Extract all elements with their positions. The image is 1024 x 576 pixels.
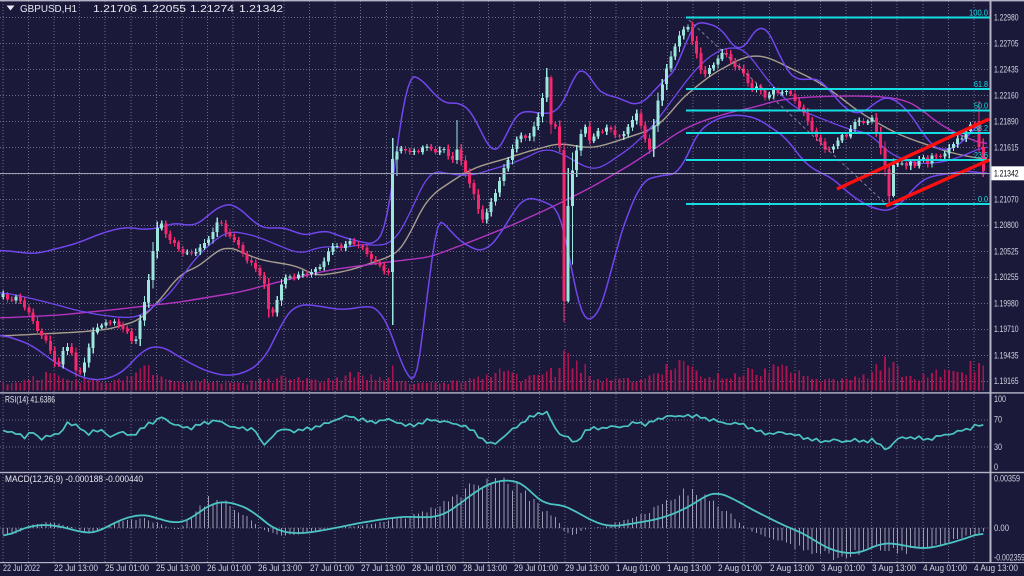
svg-text:3 Aug 13:00: 3 Aug 13:00 [872,563,916,573]
svg-text:0.0: 0.0 [978,194,988,204]
svg-text:61.8: 61.8 [974,79,988,89]
svg-text:0: 0 [994,462,998,472]
svg-text:1.19980: 1.19980 [994,298,1019,308]
svg-text:1.20525: 1.20525 [994,246,1019,256]
svg-text:30: 30 [994,442,1002,452]
svg-text:100.0: 100.0 [969,8,988,18]
svg-text:26 Jul 13:00: 26 Jul 13:00 [258,563,302,573]
svg-text:1.22980: 1.22980 [994,12,1019,22]
svg-text:27 Jul 13:00: 27 Jul 13:00 [361,563,405,573]
svg-text:2 Aug 13:00: 2 Aug 13:00 [770,563,814,573]
svg-text:1.22160: 1.22160 [994,91,1019,101]
svg-text:MACD(12,26,9) -0.000188 -0.000: MACD(12,26,9) -0.000188 -0.000440 [5,474,143,485]
svg-text:100: 100 [994,394,1006,404]
svg-text:1.19710: 1.19710 [994,324,1019,334]
svg-text:70: 70 [994,415,1002,425]
svg-text:1.21890: 1.21890 [994,116,1019,126]
svg-text:1.21615: 1.21615 [994,143,1019,153]
svg-text:1.19165: 1.19165 [994,376,1019,386]
svg-text:1 Aug 01:00: 1 Aug 01:00 [616,563,660,573]
svg-text:23.6: 23.6 [974,150,988,160]
svg-text:26 Jul 01:00: 26 Jul 01:00 [207,563,251,573]
svg-text:-0.002359: -0.002359 [994,552,1024,562]
svg-text:1.21706: 1.21706 [93,3,137,15]
svg-text:0.00: 0.00 [994,523,1009,533]
svg-text:25 Jul 13:00: 25 Jul 13:00 [156,563,200,573]
svg-text:RSI(14) 41.6386: RSI(14) 41.6386 [5,395,55,406]
svg-text:1 Aug 13:00: 1 Aug 13:00 [667,563,711,573]
svg-text:29 Jul 01:00: 29 Jul 01:00 [514,563,558,573]
svg-text:22 Jul 2022: 22 Jul 2022 [3,563,40,573]
svg-text:22 Jul 13:00: 22 Jul 13:00 [54,563,98,573]
svg-text:1.21274: 1.21274 [190,3,234,15]
svg-text:25 Jul 01:00: 25 Jul 01:00 [105,563,149,573]
svg-text:1.22705: 1.22705 [994,39,1019,49]
svg-text:50.0: 50.0 [974,100,988,110]
svg-text:1.20800: 1.20800 [994,220,1019,230]
svg-text:1.21342: 1.21342 [239,3,283,15]
svg-text:3 Aug 01:00: 3 Aug 01:00 [821,563,865,573]
svg-text:4 Aug 13:00: 4 Aug 13:00 [974,563,1018,573]
svg-text:28 Jul 13:00: 28 Jul 13:00 [463,563,507,573]
svg-text:29 Jul 13:00: 29 Jul 13:00 [565,563,609,573]
svg-text:1.21070: 1.21070 [994,195,1019,205]
svg-text:38.2: 38.2 [974,123,988,133]
svg-text:1.19435: 1.19435 [994,350,1019,360]
svg-text:2 Aug 01:00: 2 Aug 01:00 [718,563,762,573]
svg-text:27 Jul 01:00: 27 Jul 01:00 [310,563,354,573]
svg-text:28 Jul 01:00: 28 Jul 01:00 [412,563,456,573]
svg-text:1.22435: 1.22435 [994,64,1019,74]
svg-text:1.22055: 1.22055 [142,3,186,15]
svg-text:0.00359: 0.00359 [994,473,1020,483]
svg-text:1.21342: 1.21342 [994,169,1019,179]
svg-text:4 Aug 01:00: 4 Aug 01:00 [923,563,967,573]
svg-text:1.20255: 1.20255 [994,272,1019,282]
svg-text:GBPUSD,H1: GBPUSD,H1 [20,3,77,15]
